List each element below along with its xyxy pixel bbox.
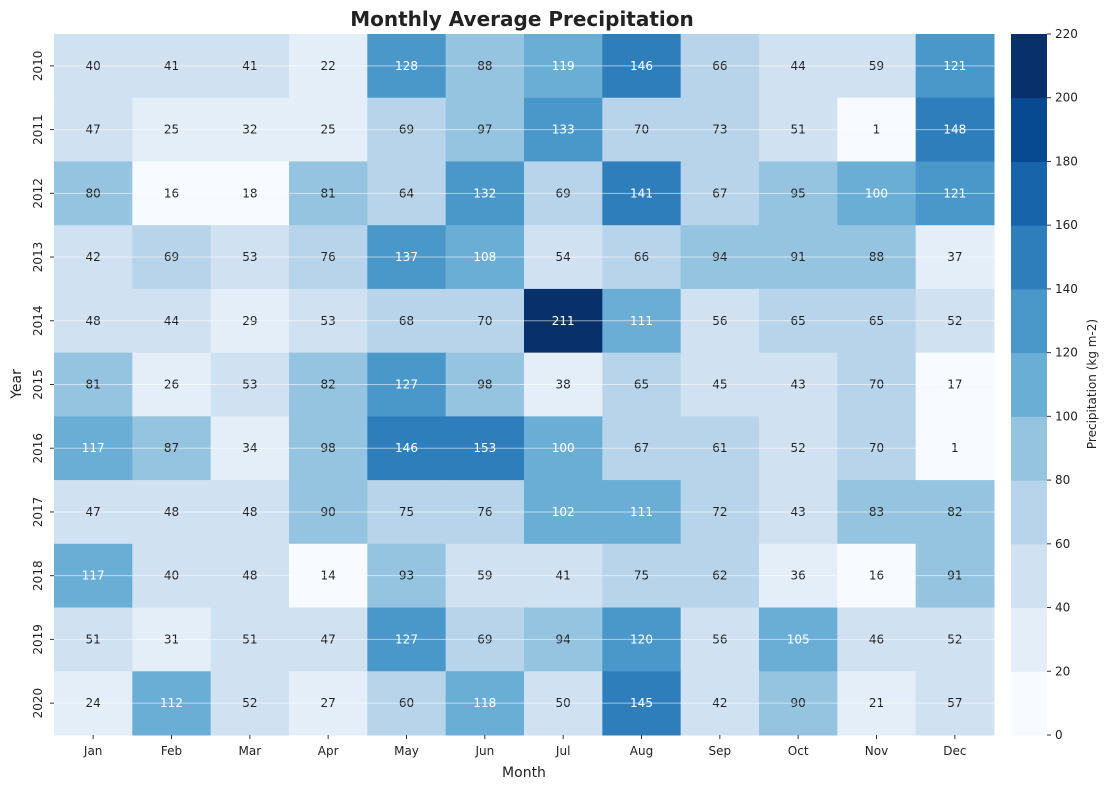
colorbar-tick-label: 200 bbox=[1055, 91, 1078, 105]
colorbar-segment bbox=[1011, 97, 1047, 162]
colorbar-segment bbox=[1011, 607, 1047, 672]
colorbar-segment bbox=[1011, 288, 1047, 354]
x-tick-label: Nov bbox=[865, 744, 888, 758]
y-tick-label: 2018 bbox=[31, 560, 45, 591]
colorbar: 0 20 40 60 80 100 120 140 160 180 200 220 bbox=[1011, 27, 1078, 742]
colorbar-tick-label: 80 bbox=[1055, 473, 1070, 487]
colorbar-segment bbox=[1011, 416, 1047, 481]
colorbar-segment bbox=[1011, 543, 1047, 609]
colorbar-segment bbox=[1011, 161, 1047, 226]
colorbar-tick-label: 120 bbox=[1055, 346, 1078, 360]
colorbar-segment bbox=[1011, 225, 1047, 290]
colorbar-tick-label: 40 bbox=[1055, 601, 1070, 615]
colorbar-segment bbox=[1011, 671, 1047, 736]
x-tick-label: Apr bbox=[318, 744, 339, 758]
x-tick-label: Jan bbox=[83, 744, 103, 758]
colorbar-tick-label: 140 bbox=[1055, 282, 1078, 296]
x-tick-label: Feb bbox=[161, 744, 182, 758]
colorbar-segment bbox=[1011, 352, 1047, 417]
colorbar-tick-label: 100 bbox=[1055, 409, 1078, 423]
chart-title: Monthly Average Precipitation bbox=[350, 7, 694, 31]
colorbar-segment bbox=[1011, 34, 1047, 99]
y-tick-label: 2011 bbox=[31, 114, 45, 145]
y-axis-ticks: 2010 2011 2012 2013 2014 2015 2016 2017 2018 2019… bbox=[31, 51, 54, 719]
y-tick-label: 2015 bbox=[31, 369, 45, 400]
y-tick-label: 2014 bbox=[31, 305, 45, 336]
y-tick-label: 2010 bbox=[31, 51, 45, 82]
colorbar-tick-label: 160 bbox=[1055, 218, 1078, 232]
colorbar-tick-label: 180 bbox=[1055, 154, 1078, 168]
x-tick-label: Jul bbox=[555, 744, 570, 758]
colorbar-segment bbox=[1011, 480, 1047, 545]
x-axis-ticks: Jan Feb Mar Apr May Jun Jul Aug Sep Oct Nov Dec bbox=[83, 735, 966, 758]
colorbar-label: Precipitation (kg m-2) bbox=[1085, 319, 1099, 449]
y-tick-label: 2012 bbox=[31, 178, 45, 209]
x-tick-label: Dec bbox=[943, 744, 966, 758]
x-tick-label: Sep bbox=[709, 744, 732, 758]
y-axis-label: Year bbox=[9, 369, 25, 400]
y-tick-label: 2013 bbox=[31, 242, 45, 273]
x-tick-label: Jun bbox=[474, 744, 494, 758]
x-tick-label: May bbox=[394, 744, 419, 758]
x-tick-label: Aug bbox=[630, 744, 653, 758]
colorbar-tick-label: 0 bbox=[1055, 728, 1063, 742]
x-axis-label: Month bbox=[502, 765, 546, 781]
colorbar-tick-label: 60 bbox=[1055, 537, 1070, 551]
y-tick-label: 2019 bbox=[31, 624, 45, 655]
y-tick-label: 2017 bbox=[31, 497, 45, 528]
x-tick-label: Oct bbox=[788, 744, 809, 758]
colorbar-tick-label: 20 bbox=[1055, 664, 1070, 678]
y-tick-label: 2016 bbox=[31, 433, 45, 464]
x-tick-label: Mar bbox=[239, 744, 262, 758]
y-tick-label: 2020 bbox=[31, 688, 45, 719]
colorbar-tick-label: 220 bbox=[1055, 27, 1078, 41]
